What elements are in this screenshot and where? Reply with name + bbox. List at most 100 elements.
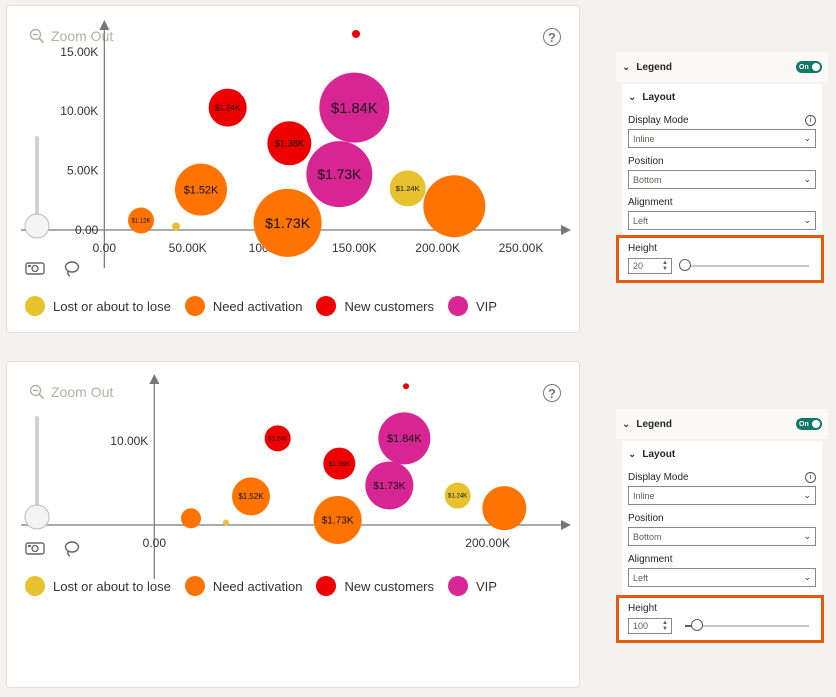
help-icon[interactable]: ? (543, 28, 561, 46)
legend-item-new[interactable]: New customers (316, 296, 434, 316)
scatter-plot-bottom[interactable]: 0.00 200.00K 10.00K $1.52K $1.24K $1.38K $1.73… (7, 362, 581, 582)
layout-card: ⌄ Layout Display Mode i Inline ⌄ Position… (622, 441, 822, 599)
zoom-slider-thumb (24, 504, 50, 530)
bubble (365, 461, 414, 510)
alignment-label: Alignment (628, 554, 673, 565)
bubble (223, 519, 229, 526)
bubble (253, 188, 322, 257)
x-tick-label: 250.00K (499, 241, 544, 255)
legend-label: VIP (476, 298, 497, 314)
legend-item-vip[interactable]: VIP (448, 576, 497, 596)
bubble-label: $1.73K (373, 481, 405, 492)
layout-section-header[interactable]: ⌄ Layout (628, 92, 676, 103)
bubble (378, 412, 431, 465)
y-axis-arrow (149, 374, 160, 384)
bubble (306, 141, 373, 208)
zoom-out-button[interactable]: Zoom Out (29, 28, 113, 44)
legend-top: Lost or about to lose Need activation Ne… (25, 296, 511, 316)
y-tick-label: 5.00K (67, 164, 98, 178)
legend-label: Lost or about to lose (53, 578, 171, 594)
legend-item-lost[interactable]: Lost or about to lose (25, 576, 171, 596)
info-icon[interactable]: i (805, 115, 816, 126)
legend-toggle[interactable]: On (796, 61, 822, 73)
y-tick-label: 15.00K (60, 45, 98, 59)
spin-arrows-icon[interactable]: ▲ ▼ (662, 620, 668, 632)
legend-label: VIP (476, 578, 497, 594)
bubble (389, 170, 426, 207)
legend-section-header[interactable]: ⌄ Legend On (616, 52, 828, 82)
zoom-out-button[interactable]: Zoom Out (29, 384, 113, 400)
bubble (172, 222, 180, 231)
height-input[interactable]: 20 ▲ ▼ (628, 258, 672, 274)
height-label: Height (628, 603, 657, 614)
bubble (482, 486, 527, 531)
y-axis-arrow (99, 20, 110, 30)
height-input[interactable]: 100 ▲ ▼ (628, 618, 672, 634)
bubble-label: $1.84K (387, 433, 422, 445)
position-label: Position (628, 513, 664, 524)
bubble (403, 383, 409, 390)
height-setting-highlight: Height 100 ▲ ▼ (616, 595, 824, 643)
y-tick-label: 0.00 (75, 223, 99, 237)
bubble (444, 482, 471, 509)
bubble-label: $1.12K (131, 219, 150, 225)
scatter-plot-top[interactable]: 0.0050.00K100.00K150.00K200.00K250.00K0.… (7, 6, 581, 276)
legend-item-lost[interactable]: Lost or about to lose (25, 296, 171, 316)
legend-item-activation[interactable]: Need activation (184, 576, 303, 596)
bubble (267, 121, 312, 166)
legend-item-new[interactable]: New customers (316, 576, 434, 596)
camera-icon[interactable] (25, 260, 45, 281)
chevron-down-icon: ⌄ (628, 449, 637, 460)
chart-card-top: Zoom Out ? 0.0050.00K100.00K150.00K200.0… (6, 5, 580, 333)
display-mode-dropdown[interactable]: Inline ⌄ (628, 486, 816, 505)
height-slider[interactable] (679, 259, 809, 271)
bubble-label: $1.73K (322, 515, 354, 526)
bubble-label: $1.73K (265, 216, 311, 232)
format-pane-bottom: ⌄ Legend On ⌄ Layout Display Mode i Inli… (616, 409, 828, 599)
chevron-down-icon: ⌄ (803, 572, 811, 582)
format-pane-top: ⌄ Legend On ⌄ Layout Display Mode i Inli… (616, 52, 828, 242)
legend-label: Need activation (212, 578, 303, 594)
bubble-label: $1.52K (238, 492, 264, 501)
info-icon[interactable]: i (805, 472, 816, 483)
camera-icon[interactable] (25, 540, 45, 561)
legend-toggle[interactable]: On (796, 418, 822, 430)
x-tick-label: 50.00K (169, 241, 207, 255)
lasso-icon[interactable] (63, 540, 81, 563)
chart-card-bottom: Zoom Out ? 0.00 200.00K 10.00K $1.52K $1.24K… (6, 361, 580, 688)
alignment-dropdown[interactable]: Left ⌄ (628, 211, 816, 230)
zoom-out-icon (29, 384, 45, 400)
bubble (313, 495, 362, 544)
bubble (423, 175, 486, 238)
legend-item-activation[interactable]: Need activation (184, 296, 302, 316)
legend-section-title: Legend (636, 61, 672, 73)
bubble (352, 29, 360, 38)
bubble-label: $1.24K (268, 436, 287, 442)
height-slider[interactable] (685, 619, 809, 631)
height-slider-thumb[interactable] (679, 259, 691, 271)
layout-section-header[interactable]: ⌄ Layout (628, 449, 676, 460)
x-tick-label: 200.00K (465, 536, 510, 550)
bubble-label: $1.52K (184, 184, 219, 196)
display-mode-dropdown[interactable]: Inline ⌄ (628, 129, 816, 148)
height-slider-thumb[interactable] (691, 619, 704, 631)
chevron-down-icon: ⌄ (803, 174, 811, 184)
height-label: Height (628, 243, 657, 254)
legend-section-header[interactable]: ⌄ Legend On (616, 409, 828, 439)
x-tick-label: 150.00K (332, 241, 377, 255)
spin-arrows-icon[interactable]: ▲ ▼ (662, 260, 668, 272)
legend-section-title: Legend (636, 418, 672, 430)
help-icon[interactable]: ? (543, 384, 561, 402)
alignment-dropdown[interactable]: Left ⌄ (628, 568, 816, 587)
legend-dot (25, 576, 45, 596)
position-dropdown[interactable]: Bottom ⌄ (628, 527, 816, 546)
x-tick-label: 200.00K (415, 241, 460, 255)
legend-label: New customers (344, 298, 435, 314)
position-dropdown[interactable]: Bottom ⌄ (628, 170, 816, 189)
display-mode-label: Display Mode i (622, 111, 822, 129)
lasso-icon[interactable] (63, 260, 81, 283)
chevron-down-icon: ⌄ (628, 92, 637, 103)
legend-dot (184, 576, 205, 596)
x-tick-label: 0.00 (93, 241, 117, 255)
legend-item-vip[interactable]: VIP (448, 296, 497, 316)
